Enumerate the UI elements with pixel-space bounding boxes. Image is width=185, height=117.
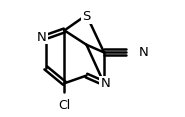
Text: N: N (100, 77, 110, 90)
Text: S: S (82, 10, 91, 23)
Text: N: N (139, 46, 149, 59)
Text: Cl: Cl (58, 99, 70, 112)
Text: N: N (37, 31, 47, 44)
